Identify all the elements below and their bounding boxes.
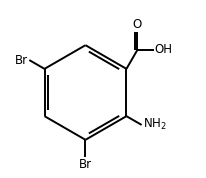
- Text: O: O: [133, 19, 142, 32]
- Text: OH: OH: [154, 43, 173, 56]
- Text: Br: Br: [15, 54, 28, 67]
- Text: NH$_2$: NH$_2$: [143, 117, 166, 132]
- Text: Br: Br: [79, 158, 92, 171]
